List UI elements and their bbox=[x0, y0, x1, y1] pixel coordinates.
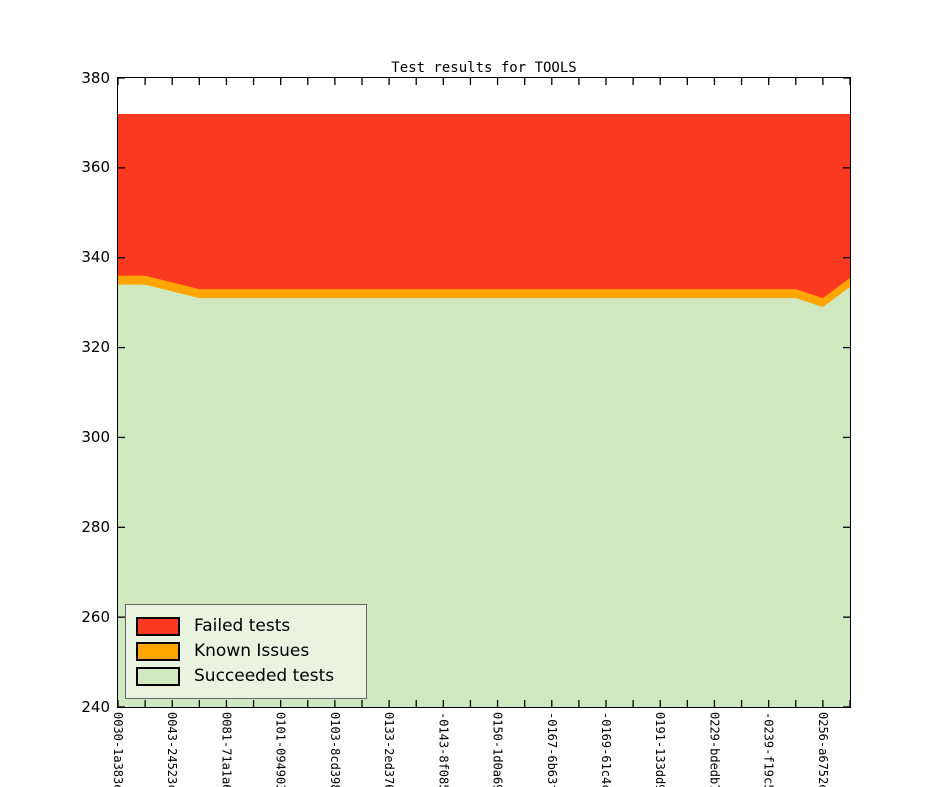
x-tick-label: -0239-f19c50d bbox=[761, 712, 776, 787]
x-tick-label: 0133-2ed376c bbox=[382, 712, 397, 787]
y-tick-label: 340 bbox=[81, 248, 110, 267]
x-tick-label: 0030-1a383e3 bbox=[111, 712, 125, 787]
chart-title: Test results for TOOLS bbox=[391, 60, 577, 76]
y-tick-label: 360 bbox=[81, 158, 110, 177]
x-tick-label: -0169-61c4c1a bbox=[599, 712, 613, 787]
x-tick-label: 0229-bdedb74 bbox=[707, 712, 722, 787]
x-tick-label: 0150-1d0a692 bbox=[490, 712, 505, 787]
x-tick-label: 0256-a6752e1 bbox=[815, 712, 830, 787]
x-tick-label: 0101-0949032 bbox=[273, 712, 288, 787]
y-tick-label: 320 bbox=[81, 338, 110, 357]
legend-label: Failed tests bbox=[194, 616, 291, 636]
x-tick-label: 0043-24523c2 bbox=[165, 712, 180, 787]
legend-row: Succeeded tests bbox=[136, 667, 356, 686]
legend-row: Known Issues bbox=[136, 642, 356, 661]
y-tick-label: 240 bbox=[81, 697, 110, 716]
legend-label: Known Issues bbox=[194, 641, 310, 661]
legend-label: Succeeded tests bbox=[194, 666, 335, 686]
legend-swatch-icon bbox=[136, 642, 180, 661]
legend-row: Failed tests bbox=[136, 617, 356, 636]
stacked-area-plot bbox=[118, 78, 850, 707]
x-tick-label: -0167-6b63f4b bbox=[544, 712, 559, 787]
x-tick-label: 0191-133dd9a bbox=[653, 712, 668, 787]
x-tick-label: 0081-71a1a68 bbox=[219, 712, 234, 787]
y-tick-label: 380 bbox=[81, 68, 110, 87]
y-tick-label: 280 bbox=[81, 517, 110, 536]
legend-swatch-icon bbox=[136, 617, 180, 636]
legend: Failed tests Known Issues Succeeded tests bbox=[125, 604, 367, 699]
x-tick-label: -0143-8f08574 bbox=[436, 712, 451, 787]
legend-swatch-icon bbox=[136, 667, 180, 686]
plot-area bbox=[117, 77, 851, 708]
succeeded-tests-area bbox=[118, 284, 850, 707]
y-tick-label: 260 bbox=[81, 607, 110, 626]
x-tick-label: 0103-8cd3985 bbox=[327, 712, 342, 787]
y-tick-label: 300 bbox=[81, 427, 110, 446]
